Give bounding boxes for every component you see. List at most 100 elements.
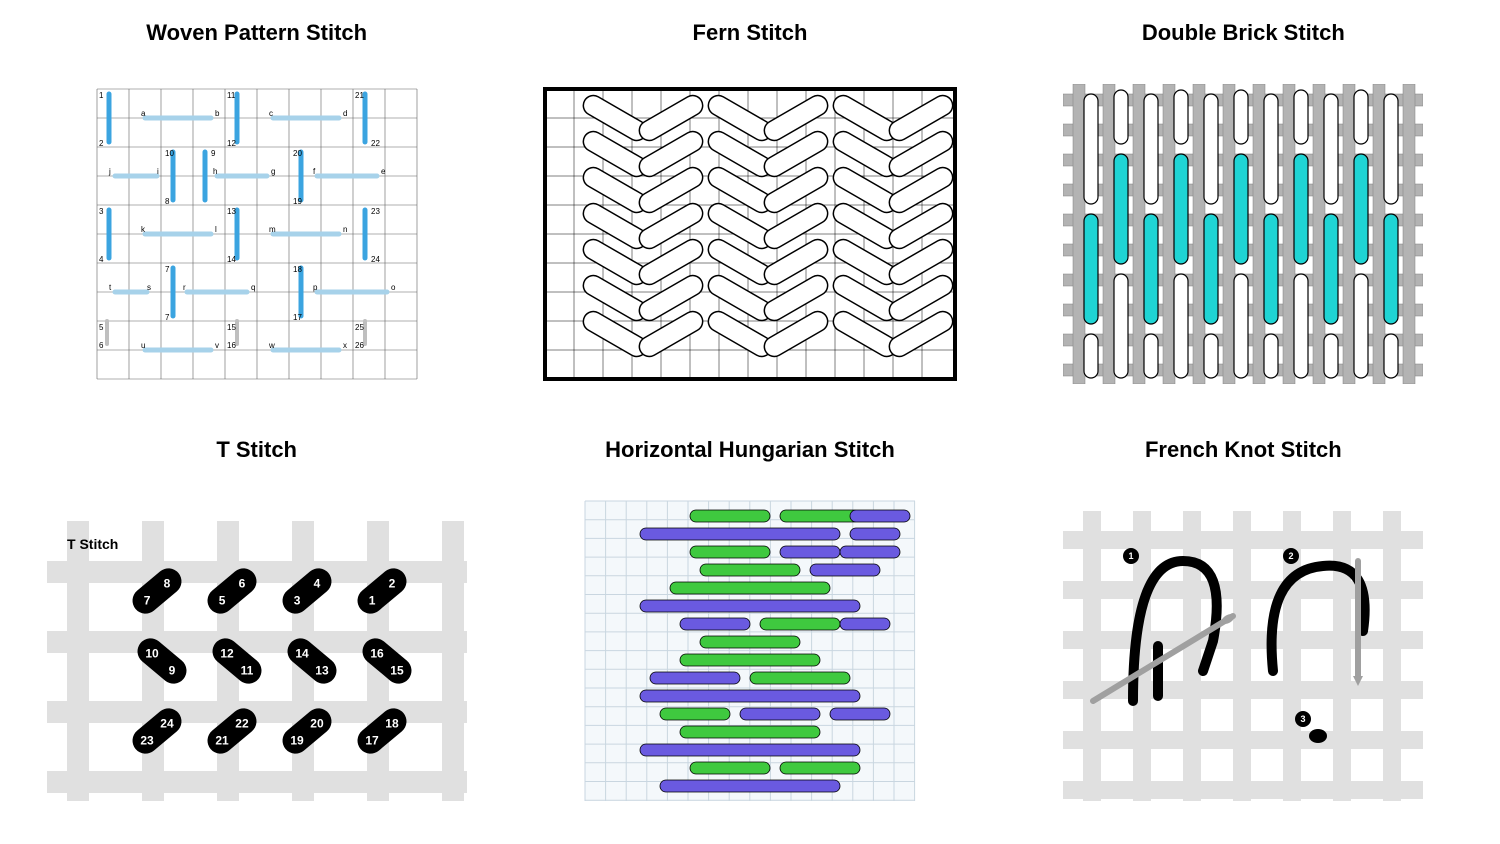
frenchknot-svg: 1 2 3 <box>1063 501 1423 801</box>
svg-text:23: 23 <box>140 733 154 747</box>
svg-text:c: c <box>269 109 273 118</box>
svg-text:n: n <box>343 225 347 234</box>
panel-frenchknot: French Knot Stitch <box>1027 437 1460 824</box>
panel-hungarian: Horizontal Hungarian Stitch <box>533 437 966 824</box>
svg-text:12: 12 <box>220 646 234 660</box>
svg-text:3: 3 <box>293 593 300 607</box>
svg-text:q: q <box>251 283 255 292</box>
stitch-grid: Woven Pattern Stitch <box>40 20 1460 824</box>
svg-text:22: 22 <box>371 139 380 148</box>
svg-text:u: u <box>141 341 145 350</box>
svg-text:3: 3 <box>99 207 104 216</box>
svg-text:8: 8 <box>163 576 170 590</box>
panel-tstitch: T Stitch T Stitch 1234567810912111413161… <box>40 437 473 824</box>
svg-text:19: 19 <box>293 197 302 206</box>
svg-text:10: 10 <box>145 646 159 660</box>
svg-text:13: 13 <box>315 663 329 677</box>
svg-text:a: a <box>141 109 146 118</box>
svg-text:s: s <box>147 283 151 292</box>
svg-text:5: 5 <box>99 323 104 332</box>
diagram-tstitch: T Stitch 1234567810912111413161517181920… <box>40 477 473 824</box>
svg-text:24: 24 <box>160 716 174 730</box>
svg-text:8: 8 <box>165 197 170 206</box>
svg-text:26: 26 <box>355 341 364 350</box>
svg-text:12: 12 <box>227 139 236 148</box>
svg-text:b: b <box>215 109 220 118</box>
fern-svg <box>540 84 960 384</box>
tstitch-sublabel: T Stitch <box>67 536 118 552</box>
svg-text:14: 14 <box>227 255 236 264</box>
svg-text:3: 3 <box>1301 714 1306 724</box>
svg-text:15: 15 <box>390 663 404 677</box>
svg-text:x: x <box>343 341 347 350</box>
svg-text:18: 18 <box>385 716 399 730</box>
diagram-fern <box>533 60 966 407</box>
diagram-woven: 12 1112 2122 abcd 10920 jihgfe 819 31323… <box>40 60 473 407</box>
svg-text:4: 4 <box>313 576 320 590</box>
svg-text:6: 6 <box>99 341 104 350</box>
svg-text:h: h <box>213 167 217 176</box>
svg-text:l: l <box>215 225 217 234</box>
svg-text:17: 17 <box>293 313 302 322</box>
svg-text:i: i <box>157 167 159 176</box>
title-hungarian: Horizontal Hungarian Stitch <box>605 437 895 463</box>
svg-text:16: 16 <box>370 646 384 660</box>
svg-text:20: 20 <box>310 716 324 730</box>
title-tstitch: T Stitch <box>216 437 297 463</box>
svg-text:v: v <box>215 341 219 350</box>
svg-text:j: j <box>108 167 111 176</box>
svg-text:20: 20 <box>293 149 302 158</box>
title-frenchknot: French Knot Stitch <box>1145 437 1342 463</box>
svg-text:18: 18 <box>293 265 302 274</box>
svg-text:m: m <box>269 225 276 234</box>
title-fern: Fern Stitch <box>693 20 808 46</box>
svg-text:11: 11 <box>227 91 236 100</box>
tstitch-svg: T Stitch 1234567810912111413161517181920… <box>47 501 467 801</box>
svg-text:23: 23 <box>371 207 380 216</box>
title-woven: Woven Pattern Stitch <box>146 20 367 46</box>
svg-text:w: w <box>268 341 275 350</box>
svg-text:21: 21 <box>215 733 229 747</box>
svg-text:g: g <box>271 167 275 176</box>
panel-woven: Woven Pattern Stitch <box>40 20 473 407</box>
svg-text:17: 17 <box>365 733 379 747</box>
svg-text:7: 7 <box>143 593 150 607</box>
woven-svg: 12 1112 2122 abcd 10920 jihgfe 819 31323… <box>87 84 427 384</box>
svg-text:24: 24 <box>371 255 380 264</box>
svg-text:1: 1 <box>368 593 375 607</box>
svg-text:1: 1 <box>1129 551 1134 561</box>
svg-text:16: 16 <box>227 341 236 350</box>
svg-text:2: 2 <box>99 139 104 148</box>
frenchknot-step3 <box>1309 729 1327 743</box>
svg-text:9: 9 <box>211 149 216 158</box>
svg-text:2: 2 <box>388 576 395 590</box>
svg-text:14: 14 <box>295 646 309 660</box>
svg-text:o: o <box>391 283 396 292</box>
svg-text:2: 2 <box>1289 551 1294 561</box>
svg-text:21: 21 <box>355 91 364 100</box>
svg-text:10: 10 <box>165 149 174 158</box>
svg-text:1: 1 <box>99 91 104 100</box>
svg-text:6: 6 <box>238 576 245 590</box>
svg-text:11: 11 <box>240 663 253 677</box>
svg-text:19: 19 <box>290 733 304 747</box>
panel-fern: Fern Stitch <box>533 20 966 407</box>
hungarian-svg <box>580 496 920 806</box>
diagram-frenchknot: 1 2 3 <box>1027 477 1460 824</box>
svg-text:7: 7 <box>165 313 170 322</box>
diagram-doublebrick: {"cols":[28,58,88,118,148,178,208,238,26… <box>1027 60 1460 407</box>
doublebrick-svg: {"cols":[28,58,88,118,148,178,208,238,26… <box>1063 84 1423 384</box>
svg-text:d: d <box>343 109 347 118</box>
svg-text:e: e <box>381 167 386 176</box>
svg-text:9: 9 <box>168 663 175 677</box>
svg-text:r: r <box>183 283 186 292</box>
diagram-hungarian <box>533 477 966 824</box>
panel-doublebrick: Double Brick Stitch {"cols":[28,58,88,11… <box>1027 20 1460 407</box>
svg-text:22: 22 <box>235 716 249 730</box>
svg-text:5: 5 <box>218 593 225 607</box>
svg-text:p: p <box>313 283 318 292</box>
title-doublebrick: Double Brick Stitch <box>1142 20 1345 46</box>
svg-text:4: 4 <box>99 255 104 264</box>
svg-text:25: 25 <box>355 323 364 332</box>
svg-text:7: 7 <box>165 265 170 274</box>
